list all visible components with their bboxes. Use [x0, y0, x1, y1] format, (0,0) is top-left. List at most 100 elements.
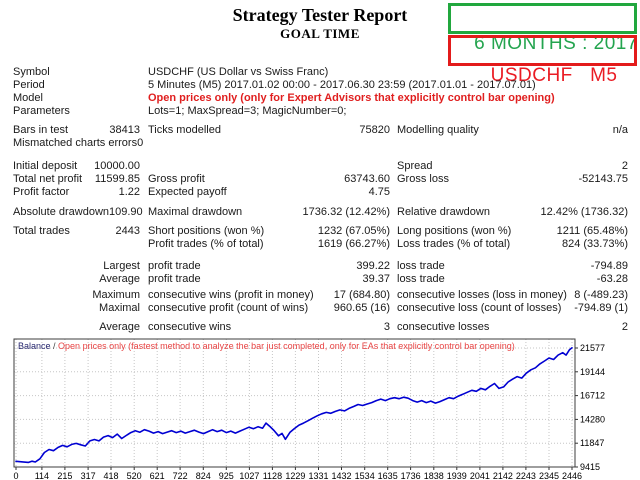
x-tick-label: 621 [150, 471, 165, 480]
report-label: Maximal drawdown [148, 206, 243, 218]
x-tick-label: 2142 [493, 471, 513, 480]
report-label: consecutive wins (profit in money) [148, 289, 314, 301]
report-value: 2 [621, 160, 628, 172]
report-label: Long positions (won %) [397, 225, 512, 237]
balance-series-label: Balance [18, 341, 51, 351]
report-label: Mismatched charts errors [13, 137, 138, 149]
report-value: 1.22 [118, 186, 140, 198]
report-value: 824 (33.73%) [561, 238, 628, 250]
report-label: Lots=1; MaxSpread=3; MagicNumber=0; [148, 105, 347, 117]
x-tick-label: 2041 [470, 471, 490, 480]
report-value: Average [99, 273, 140, 285]
report-label: Ticks modelled [148, 124, 221, 136]
report-value: 1232 (67.05%) [317, 225, 390, 237]
report-value: 63743.60 [344, 173, 390, 185]
x-tick-label: 824 [196, 471, 211, 480]
report-label: consecutive profit (count of wins) [148, 302, 309, 314]
x-tick-label: 2345 [539, 471, 559, 480]
report-value: -794.89 [590, 260, 628, 272]
report-row: Mismatched charts errors 0 [13, 137, 628, 150]
x-tick-label: 1635 [378, 471, 398, 480]
report-row: Symbol USDCHF (US Dollar vs Swiss Franc) [13, 66, 628, 79]
report-label: Gross profit [148, 173, 205, 185]
x-tick-label: 1838 [424, 471, 444, 480]
report-label: loss trade [397, 273, 445, 285]
report-value: Largest [103, 260, 140, 272]
x-tick-label: 215 [57, 471, 72, 480]
x-tick-label: 2446 [562, 471, 582, 480]
report-label: Profit trades (% of total) [148, 238, 264, 250]
balance-curve-plot: 0 114 215 317 418 520 621 722 824 925 1027 1128 1229… [13, 338, 605, 480]
report-label: Expected payoff [148, 186, 227, 198]
ea-name: GOAL TIME [280, 26, 360, 41]
report-label: consecutive wins [148, 321, 232, 333]
x-tick-label: 1128 [263, 471, 282, 480]
report-value: 39.37 [362, 273, 390, 285]
x-tick-label: 1027 [239, 471, 259, 480]
y-tick-label: 9415 [580, 462, 600, 472]
report-label: consecutive losses (loss in money) [397, 289, 567, 301]
y-tick-label: 11847 [580, 438, 604, 448]
x-tick-label: 1939 [447, 471, 467, 480]
report-row: Absolute drawdown 109.90 Maximal drawdown 1… [13, 206, 628, 219]
x-tick-label: 722 [173, 471, 188, 480]
chart-mode-label: Open prices only (fastest method to anal… [58, 341, 515, 351]
x-tick-label: 925 [219, 471, 234, 480]
report-value: -794.89 (1) [574, 302, 628, 314]
report-table: Symbol USDCHF (US Dollar vs Swiss Franc) P… [13, 66, 628, 334]
report-row: Total trades 2443 Short positions (won %) 1… [13, 225, 628, 238]
x-tick-label: 2243 [516, 471, 536, 480]
report-value: Maximal [99, 302, 140, 314]
report-value: 1619 (66.27%) [317, 238, 390, 250]
legend-separator: / [50, 341, 59, 351]
report-value: 0 [137, 137, 144, 149]
report-value: 4.75 [368, 186, 390, 198]
report-value: Maximum [92, 289, 140, 301]
x-tick-label: 114 [35, 471, 49, 480]
report-label: 5 Minutes (M5) 2017.01.02 00:00 - 2017.0… [148, 79, 536, 91]
report-value: 1736.32 (12.42%) [302, 206, 390, 218]
report-label: Gross loss [397, 173, 449, 185]
y-tick-label: 21577 [580, 343, 605, 353]
y-tick-label: 19144 [580, 367, 605, 377]
report-row: Profit trades (% of total) 1619 (66.27%) L… [13, 238, 628, 251]
report-value: 17 (684.80) [333, 289, 390, 301]
report-label: Symbol [13, 66, 50, 78]
y-tick-label: 16712 [580, 391, 605, 401]
report-label: profit trade [148, 260, 201, 272]
x-tick-label: 317 [81, 471, 96, 480]
report-label: Short positions (won %) [148, 225, 265, 237]
report-value: -63.28 [596, 273, 628, 285]
report-label: Profit factor [13, 186, 70, 198]
report-row: Model Open prices only (only for Expert A… [13, 92, 628, 105]
report-value: 3 [383, 321, 390, 333]
report-row: Average profit trade 39.37 loss trade -63.28 [13, 273, 628, 286]
report-row: Parameters Lots=1; MaxSpread=3; MagicNumb… [13, 105, 628, 118]
balance-line [15, 347, 573, 464]
symbol-badge-label: USDCHF M5 [490, 65, 618, 86]
report-row: Average consecutive wins 3 consecutive loss… [13, 321, 628, 334]
report-value: Average [99, 321, 140, 333]
x-tick-label: 0 [13, 471, 18, 480]
x-tick-label: 1534 [355, 471, 375, 480]
x-tick-label: 1229 [285, 471, 305, 480]
symbol-badge: USDCHF M5 [448, 35, 637, 86]
report-value: 75820 [359, 124, 390, 136]
report-label: Open prices only (only for Expert Adviso… [148, 92, 555, 104]
report-row: Profit factor 1.22 Expected payoff 4.75 [13, 186, 628, 199]
x-tick-label: 1331 [308, 471, 328, 480]
balance-chart: 0 114 215 317 418 520 621 722 824 925 1027 1128 1229… [0, 333, 640, 480]
report-label: USDCHF (US Dollar vs Swiss Franc) [148, 66, 329, 78]
report-label: Relative drawdown [397, 206, 490, 218]
report-value: 1211 (65.48%) [556, 225, 628, 237]
report-label: profit trade [148, 273, 201, 285]
report-value: 38413 [109, 124, 140, 136]
report-label: Model [13, 92, 43, 104]
report-label: Bars in test [13, 124, 69, 136]
period-badge-label: 6 MONTHS : 2017 [474, 33, 638, 54]
report-label: consecutive losses [397, 321, 490, 333]
report-value: -52143.75 [578, 173, 628, 185]
report-row: Initial deposit 10000.00 Spread 2 [13, 160, 628, 173]
report-label: Period [13, 79, 45, 91]
